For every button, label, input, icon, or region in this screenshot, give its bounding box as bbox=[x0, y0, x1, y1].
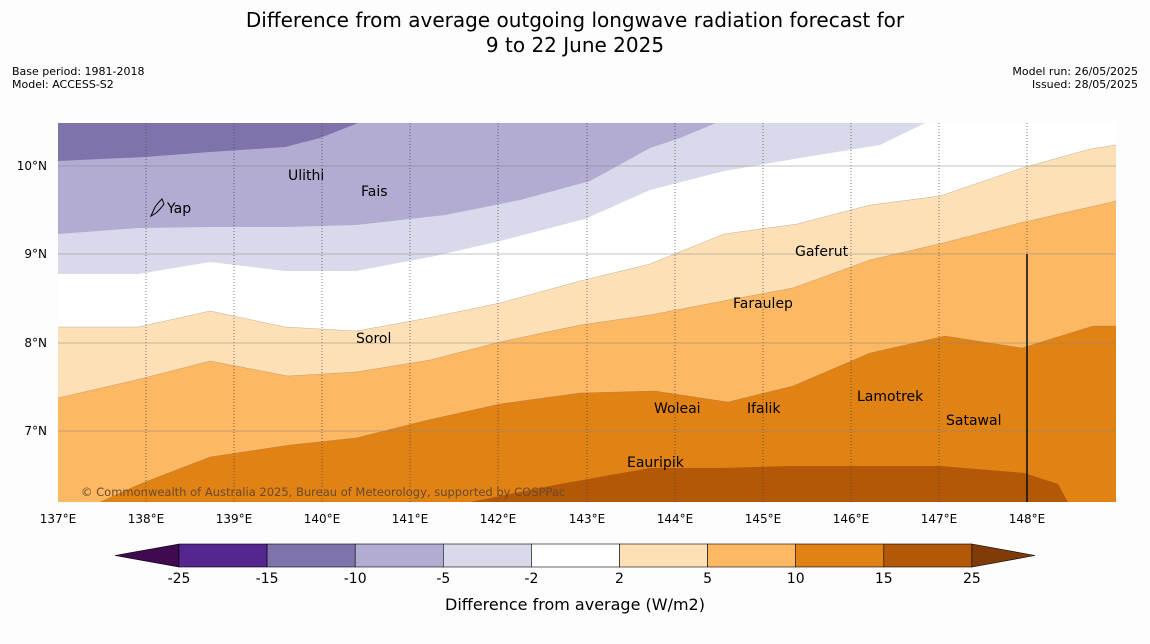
place-label: Sorol bbox=[356, 331, 391, 347]
colorbar-tick-label: 25 bbox=[963, 571, 981, 587]
lat-tick-label: 9°N bbox=[24, 247, 47, 261]
map-panel: © Commonwealth of Australia 2025, Bureau… bbox=[58, 123, 1116, 502]
colorbar-tick-label: 10 bbox=[787, 571, 805, 587]
base-period: Base period: 1981-2018 bbox=[12, 65, 145, 78]
place-label: Faraulep bbox=[733, 296, 793, 312]
lon-tick-label: 141°E bbox=[392, 512, 429, 526]
lon-tick-label: 142°E bbox=[480, 512, 517, 526]
colorbar-segment bbox=[795, 543, 885, 568]
place-labels: Ulithi Fais Yap Gaferut Faraulep Sorol L… bbox=[166, 168, 1001, 471]
colorbar-segment bbox=[531, 543, 620, 568]
meta-right: Model run: 26/05/2025 Issued: 28/05/2025 bbox=[1012, 65, 1138, 91]
band-m15-m10 bbox=[58, 123, 358, 161]
place-label: Lamotrek bbox=[857, 389, 924, 405]
colorbar-segment bbox=[266, 543, 356, 568]
lat-tick-label: 8°N bbox=[24, 336, 47, 350]
colorbar-tick-label: 15 bbox=[875, 571, 893, 587]
place-label: Fais bbox=[361, 184, 388, 200]
colorbar-segment bbox=[442, 543, 532, 568]
lon-tick-label: 138°E bbox=[128, 512, 165, 526]
colorbar-tick-label: -5 bbox=[436, 571, 450, 587]
place-label: Yap bbox=[166, 201, 191, 217]
colorbar-tick-label: 5 bbox=[703, 571, 712, 587]
colorbar-extend-low bbox=[114, 543, 180, 568]
lon-tick-label: 145°E bbox=[745, 512, 782, 526]
colorbar-tick-label: 2 bbox=[615, 571, 624, 587]
colorbar-segment bbox=[354, 543, 444, 568]
colorbar-segment bbox=[883, 543, 973, 568]
colorbar-segment bbox=[178, 543, 268, 568]
lon-tick-label: 143°E bbox=[569, 512, 606, 526]
copyright-text: © Commonwealth of Australia 2025, Bureau… bbox=[81, 485, 565, 499]
place-label: Woleai bbox=[654, 401, 701, 417]
yap-island-shape bbox=[149, 198, 165, 218]
contour-lines bbox=[58, 144, 1116, 502]
model-name: Model: ACCESS-S2 bbox=[12, 78, 114, 91]
title-line-2: 9 to 22 June 2025 bbox=[485, 33, 665, 57]
colorbar-extend-high bbox=[971, 543, 1036, 568]
lat-tick-label: 7°N bbox=[24, 424, 47, 438]
colorbar: -25 -15 -10 -5 -2 2 5 10 15 25 bbox=[114, 543, 1036, 587]
chart-title: Difference from average outgoing longwav… bbox=[0, 8, 1150, 58]
place-label: Ulithi bbox=[288, 168, 324, 184]
lat-tick-labels: 10°N 9°N 8°N 7°N bbox=[17, 159, 47, 438]
lon-tick-label: 140°E bbox=[304, 512, 341, 526]
place-label: Ifalik bbox=[747, 401, 781, 417]
lon-tick-label: 144°E bbox=[657, 512, 694, 526]
place-label: Gaferut bbox=[795, 244, 849, 260]
lon-tick-label: 148°E bbox=[1009, 512, 1046, 526]
colorbar-segment bbox=[707, 543, 796, 568]
lon-tick-label: 137°E bbox=[40, 512, 77, 526]
colorbar-segment bbox=[619, 543, 708, 568]
lon-tick-label: 139°E bbox=[216, 512, 253, 526]
colorbar-title: Difference from average (W/m2) bbox=[445, 595, 705, 614]
title-line-1: Difference from average outgoing longwav… bbox=[245, 8, 905, 32]
colorbar-tick-label: -15 bbox=[256, 571, 279, 587]
colorbar-tick-label: -25 bbox=[168, 571, 191, 587]
lon-tick-labels: 137°E 138°E 139°E 140°E 141°E 142°E 143°E 144°E… bbox=[40, 512, 1046, 526]
lat-tick-label: 10°N bbox=[17, 159, 47, 173]
lon-tick-label: 147°E bbox=[921, 512, 958, 526]
colorbar-tick-label: -2 bbox=[524, 571, 538, 587]
meta-left: Base period: 1981-2018 Model: ACCESS-S2 bbox=[12, 65, 144, 91]
lon-tick-label: 146°E bbox=[833, 512, 870, 526]
issued-date: Issued: 28/05/2025 bbox=[1031, 78, 1138, 91]
place-label: Eauripik bbox=[627, 455, 685, 471]
model-run: Model run: 26/05/2025 bbox=[1012, 65, 1138, 78]
place-label: Satawal bbox=[946, 413, 1001, 429]
colorbar-tick-label: -10 bbox=[344, 571, 367, 587]
